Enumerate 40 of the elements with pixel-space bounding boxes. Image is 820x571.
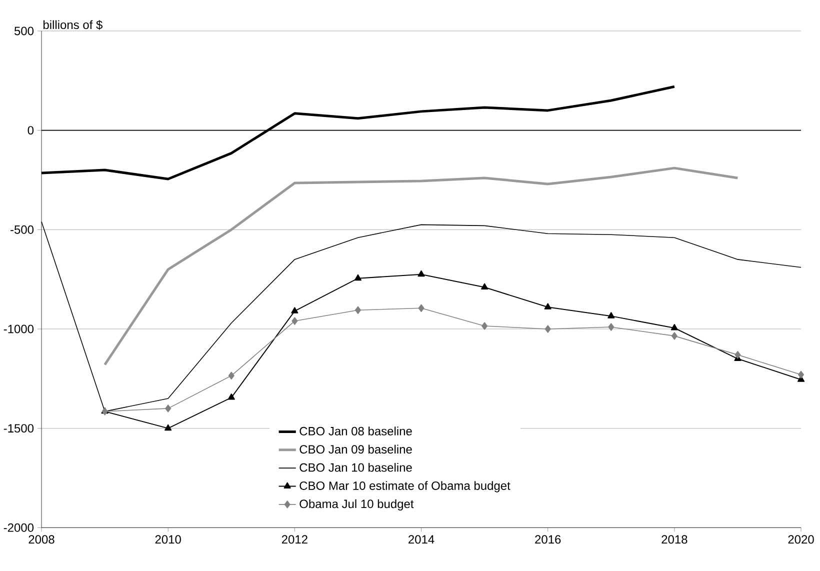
point [418,270,425,277]
point [544,303,552,310]
x-tick-label: 2010 [155,535,181,544]
point [798,370,804,379]
point [354,306,361,314]
point [482,322,488,330]
x-tick-label: 2020 [788,535,814,544]
y-tick-label: -2000 [4,524,34,532]
point [481,283,488,290]
point [734,351,741,359]
point [292,317,298,326]
point [164,424,172,431]
x-tick-label: 2014 [408,535,434,544]
point [608,323,614,332]
line-series [104,166,739,366]
point [671,332,678,340]
x-tick-label: 2016 [535,535,561,544]
x-tick-label: 2008 [28,535,54,544]
point [544,325,551,334]
point [608,312,615,319]
point [228,394,235,400]
point [354,274,362,281]
x-tick-label: 2012 [282,535,308,544]
point [228,372,234,380]
legend-label: CBO Mar 10 estimate of Obama budget [300,481,510,493]
y-tick-label: -1500 [4,424,34,433]
point [418,304,424,312]
y-axis-title: billions of $ [43,20,102,30]
y-tick-label: -500 [10,226,34,234]
point [670,324,678,330]
legend-label: CBO Jan 10 baseline [300,463,412,472]
x-tick-label: 2018 [662,535,688,544]
point [291,307,298,314]
y-tick-label: 500 [14,26,34,36]
legend-label: CBO Jan 08 baseline [300,426,412,436]
legend-label: Obama Jul 10 budget [300,500,414,511]
legend-label: CBO Jan 09 baseline [300,444,412,454]
y-tick-label: 0 [28,126,34,135]
y-tick-label: -1000 [4,324,34,334]
point [165,404,172,413]
